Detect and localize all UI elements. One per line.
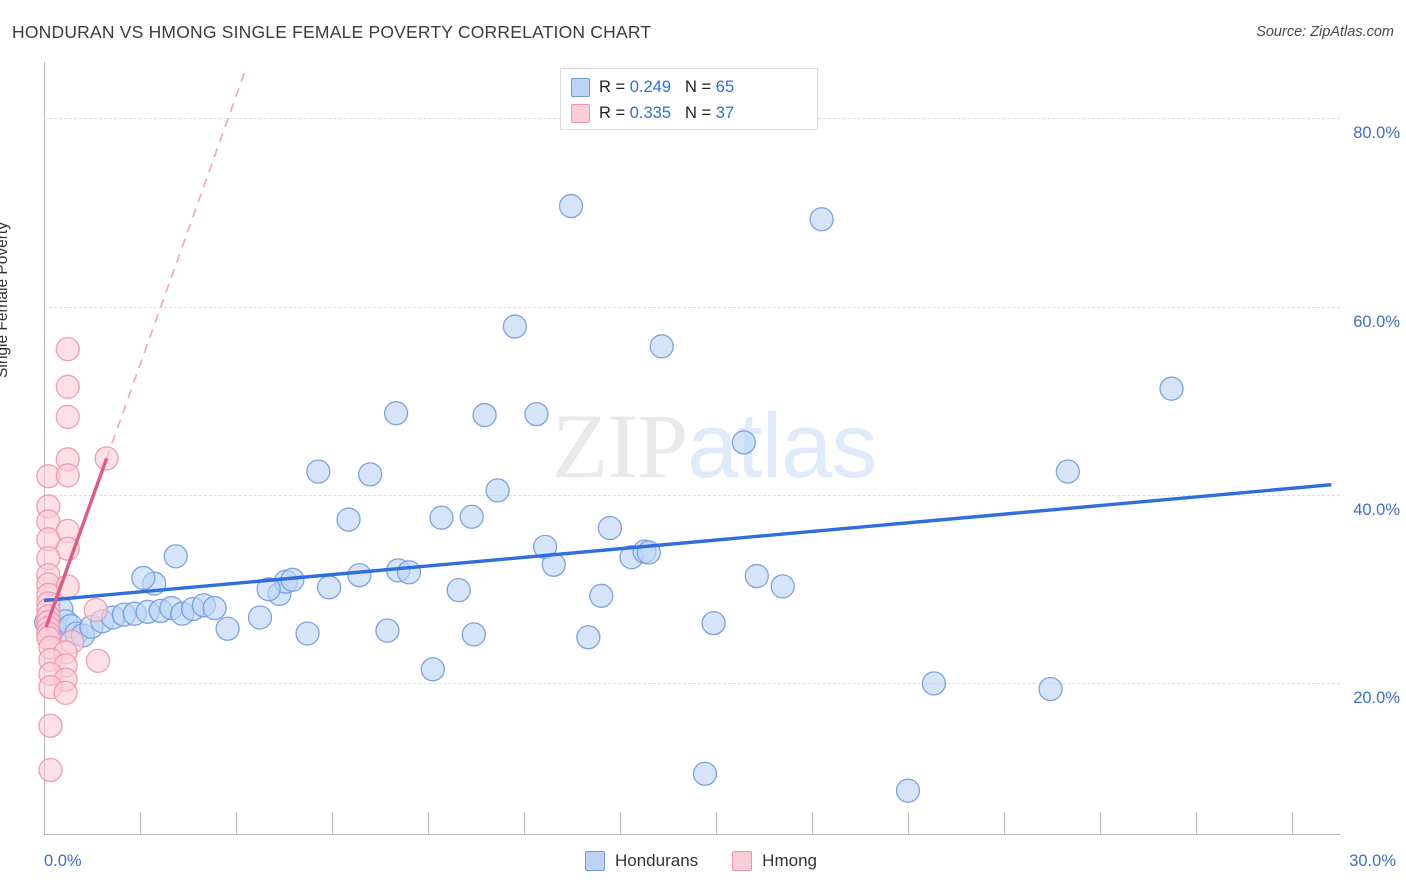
- series-swatch-hondurans: [585, 851, 605, 871]
- x-axis-tick: [620, 812, 621, 834]
- x-axis-line: [44, 834, 1340, 835]
- x-axis-tick: [908, 812, 909, 834]
- x-axis-tick: [1196, 812, 1197, 834]
- x-axis-tick: [140, 812, 141, 834]
- x-axis-tick: [44, 812, 45, 834]
- n-label-hmong: N =: [685, 103, 716, 122]
- x-axis-tick: [716, 812, 717, 834]
- x-axis-tick: [812, 812, 813, 834]
- gridline: [44, 306, 1340, 308]
- legend-item-hmong[interactable]: Hmong: [732, 851, 817, 871]
- legend-item-hondurans[interactable]: Hondurans: [585, 851, 698, 871]
- source-attribution: Source: ZipAtlas.com: [1256, 24, 1394, 40]
- y-axis-tick-label: 60.0%: [1353, 312, 1400, 331]
- series-label-hmong: Hmong: [762, 851, 817, 870]
- x-axis-tick: [524, 812, 525, 834]
- series-swatch-hmong: [732, 851, 753, 871]
- stats-text-hondurans: R = 0.249 N = 65: [599, 78, 734, 97]
- stats-row-hondurans: R = 0.249 N = 65: [571, 74, 807, 100]
- r-value-hmong: 0.335: [629, 103, 672, 122]
- series-legend: Hondurans Hmong: [585, 851, 839, 871]
- gridline: [44, 683, 1340, 685]
- x-axis-label-max: 30.0%: [1349, 852, 1396, 870]
- x-axis-tick: [236, 812, 237, 834]
- stats-row-hmong: R = 0.335 N = 37: [571, 100, 807, 126]
- y-axis-tick-label: 20.0%: [1353, 689, 1400, 708]
- x-axis-label-min: 0.0%: [44, 852, 82, 870]
- legend-swatch-hmong: [571, 103, 590, 123]
- correlation-stats-legend: R = 0.249 N = 65 R = 0.335 N = 37: [560, 68, 818, 130]
- y-axis-tick-label: 40.0%: [1353, 501, 1400, 520]
- x-axis-tick: [332, 812, 333, 834]
- n-label-hondurans: N =: [685, 77, 716, 96]
- r-value-hondurans: 0.249: [629, 77, 672, 96]
- x-axis-tick: [1292, 812, 1293, 834]
- legend-swatch-hondurans: [571, 77, 590, 97]
- gridline: [44, 495, 1340, 497]
- plot-area: [44, 62, 1340, 834]
- y-axis-tick-label: 80.0%: [1353, 124, 1400, 143]
- y-axis-title: Single Female Poverty: [0, 222, 11, 378]
- r-label-hondurans: R =: [599, 77, 630, 96]
- n-value-hondurans: 65: [715, 77, 735, 96]
- stats-text-hmong: R = 0.335 N = 37: [599, 104, 734, 123]
- r-label-hmong: R =: [599, 103, 630, 122]
- x-axis-tick: [1004, 812, 1005, 834]
- x-axis-tick: [428, 812, 429, 834]
- series-label-hondurans: Hondurans: [615, 851, 699, 870]
- n-value-hmong: 37: [715, 103, 735, 122]
- x-axis-tick: [1100, 812, 1101, 834]
- page-title: HONDURAN VS HMONG SINGLE FEMALE POVERTY …: [12, 22, 652, 42]
- y-axis-line: [44, 62, 45, 834]
